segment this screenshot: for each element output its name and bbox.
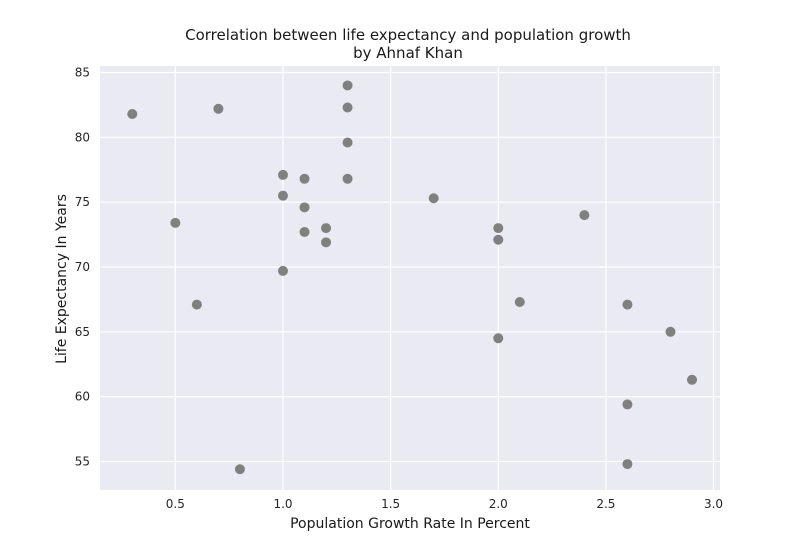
data-point — [622, 459, 633, 470]
data-point — [579, 210, 590, 221]
x-tick-label: 1.0 — [273, 497, 292, 511]
x-tick-label: 1.5 — [381, 497, 400, 511]
data-point — [234, 464, 245, 475]
data-point — [213, 103, 224, 114]
data-point — [665, 326, 676, 337]
data-point — [493, 223, 504, 234]
data-point — [493, 333, 504, 344]
y-tick-label: 60 — [75, 390, 90, 404]
data-point — [299, 173, 310, 184]
data-point — [493, 234, 504, 245]
data-point — [622, 299, 633, 310]
data-point — [321, 237, 332, 248]
y-tick-labels: 55 60 65 70 75 80 85 — [75, 65, 90, 468]
data-point — [687, 374, 698, 385]
data-points — [127, 80, 698, 475]
y-axis-label: Life Expectancy In Years — [54, 194, 70, 364]
data-point — [277, 190, 288, 201]
y-tick-label: 80 — [75, 130, 90, 144]
data-point — [277, 169, 288, 180]
y-tick-label: 75 — [75, 195, 90, 209]
y-tick-label: 70 — [75, 260, 90, 274]
x-tick-label: 2.5 — [596, 497, 615, 511]
x-axis-label: Population Growth Rate In Percent — [290, 516, 530, 532]
chart-subtitle: by Ahnaf Khan — [353, 44, 463, 62]
y-tick-label: 65 — [75, 325, 90, 339]
x-tick-label: 2.0 — [489, 497, 508, 511]
data-point — [622, 399, 633, 410]
data-point — [191, 299, 202, 310]
data-point — [514, 296, 525, 307]
data-point — [127, 108, 138, 119]
data-point — [342, 102, 353, 113]
grid-lines — [100, 66, 720, 490]
data-point — [170, 217, 181, 228]
data-point — [277, 265, 288, 276]
data-point — [342, 80, 353, 91]
data-point — [428, 193, 439, 204]
data-point — [342, 173, 353, 184]
plot-area — [100, 66, 720, 490]
x-tick-label: 3.0 — [704, 497, 723, 511]
x-tick-label: 0.5 — [166, 497, 185, 511]
y-tick-label: 55 — [75, 454, 90, 468]
x-tick-labels: 0.5 1.0 1.5 2.0 2.5 3.0 — [166, 497, 723, 511]
data-point — [299, 226, 310, 237]
chart-title: Correlation between life expectancy and … — [185, 26, 631, 44]
y-tick-label: 85 — [75, 65, 90, 79]
data-point — [321, 223, 332, 234]
data-point — [299, 202, 310, 213]
data-point — [342, 137, 353, 148]
